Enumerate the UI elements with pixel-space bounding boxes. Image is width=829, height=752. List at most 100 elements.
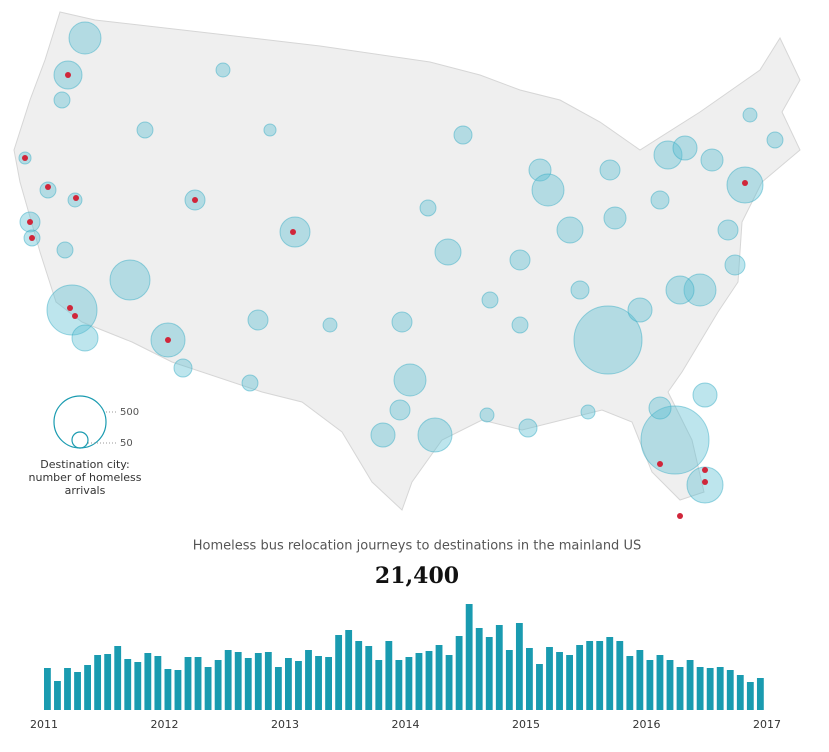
arrival-bubble [215, 62, 231, 78]
x-tick-label: 2011 [30, 718, 58, 731]
bar [726, 670, 734, 710]
bar [666, 660, 674, 710]
arrival-bubble [580, 404, 596, 420]
x-tick-label: 2016 [633, 718, 661, 731]
arrival-bubble [509, 249, 531, 271]
arrival-bubble [263, 123, 277, 137]
arrival-bubble [700, 148, 724, 172]
bar [104, 654, 112, 710]
arrival-bubble [391, 311, 413, 333]
bar [154, 656, 162, 710]
bar [536, 664, 543, 710]
bar [495, 625, 503, 710]
bar [405, 657, 413, 710]
bar [194, 657, 202, 710]
chart-title: Homeless bus relocation journeys to dest… [193, 539, 641, 554]
x-tick-label: 2014 [392, 718, 420, 731]
arrival-bubble [393, 363, 427, 397]
bar [74, 672, 81, 710]
bar [285, 658, 292, 710]
bar [54, 681, 61, 710]
bar [526, 648, 533, 710]
legend-label: 500 [120, 407, 139, 418]
arrival-bubble [742, 107, 758, 123]
arrival-bubble [556, 216, 584, 244]
arrival-bubble [71, 324, 99, 352]
origin-dot [702, 467, 708, 473]
bar [445, 655, 453, 710]
bar [184, 657, 192, 710]
origin-dot [72, 313, 78, 319]
origin-dot [742, 180, 748, 186]
arrival-bubble [136, 121, 154, 139]
bar [164, 669, 172, 710]
bar [264, 652, 272, 710]
bar [596, 641, 604, 710]
bar [365, 646, 373, 710]
arrival-bubble [627, 297, 653, 323]
arrival-bubble [370, 422, 396, 448]
arrival-bubble [109, 259, 151, 301]
bar [696, 667, 704, 710]
bar [295, 661, 302, 710]
arrival-bubble [672, 135, 698, 161]
bar [134, 662, 142, 710]
arrival-bubble [389, 399, 411, 421]
arrival-bubble [417, 417, 453, 453]
bar [305, 650, 312, 710]
bar [345, 630, 353, 710]
x-tick-label: 2012 [151, 718, 179, 731]
bar [425, 651, 433, 710]
bar [375, 660, 383, 710]
legend-label: 50 [120, 438, 133, 449]
arrival-bubble [68, 21, 102, 55]
bar [676, 667, 684, 710]
bar [646, 660, 654, 710]
bar [254, 653, 262, 710]
bar [244, 658, 252, 710]
bar [64, 668, 71, 710]
bar [736, 675, 744, 710]
x-tick-label: 2013 [271, 718, 299, 731]
arrival-bubble [518, 418, 538, 438]
arrival-bubble [648, 396, 672, 420]
bar [224, 650, 232, 710]
origin-dot [45, 184, 51, 190]
origin-dot [65, 72, 71, 78]
arrival-bubble [724, 254, 746, 276]
bar [606, 637, 614, 710]
origin-dot [677, 513, 683, 519]
bar [94, 655, 102, 710]
bar [656, 655, 664, 710]
arrival-bubble [247, 309, 269, 331]
bar [234, 652, 242, 710]
origin-dot [192, 197, 198, 203]
arrival-bubble [56, 241, 74, 259]
arrival-bubble [599, 159, 621, 181]
legend-title: Destination city: number of homeless arr… [28, 458, 142, 497]
arrival-bubble [665, 275, 695, 305]
bar [636, 650, 644, 710]
bar [686, 660, 694, 710]
bar [395, 660, 403, 710]
bar [114, 646, 122, 710]
arrival-bubble [717, 219, 739, 241]
arrival-bubble [766, 131, 784, 149]
origin-dot [702, 479, 708, 485]
origin-dot [29, 235, 35, 241]
arrival-bubble [653, 140, 683, 170]
bar [475, 628, 483, 710]
bar [756, 678, 764, 710]
chart-total: 21,400 [375, 563, 459, 589]
arrival-bubble [531, 173, 565, 207]
legend-circle [71, 431, 89, 449]
bar [144, 653, 152, 710]
origin-dot [22, 155, 28, 161]
bar [335, 635, 343, 710]
bar [716, 667, 724, 710]
origin-dot [165, 337, 171, 343]
arrival-bubble [570, 280, 590, 300]
arrival-bubble [434, 238, 462, 266]
bar [465, 604, 473, 710]
